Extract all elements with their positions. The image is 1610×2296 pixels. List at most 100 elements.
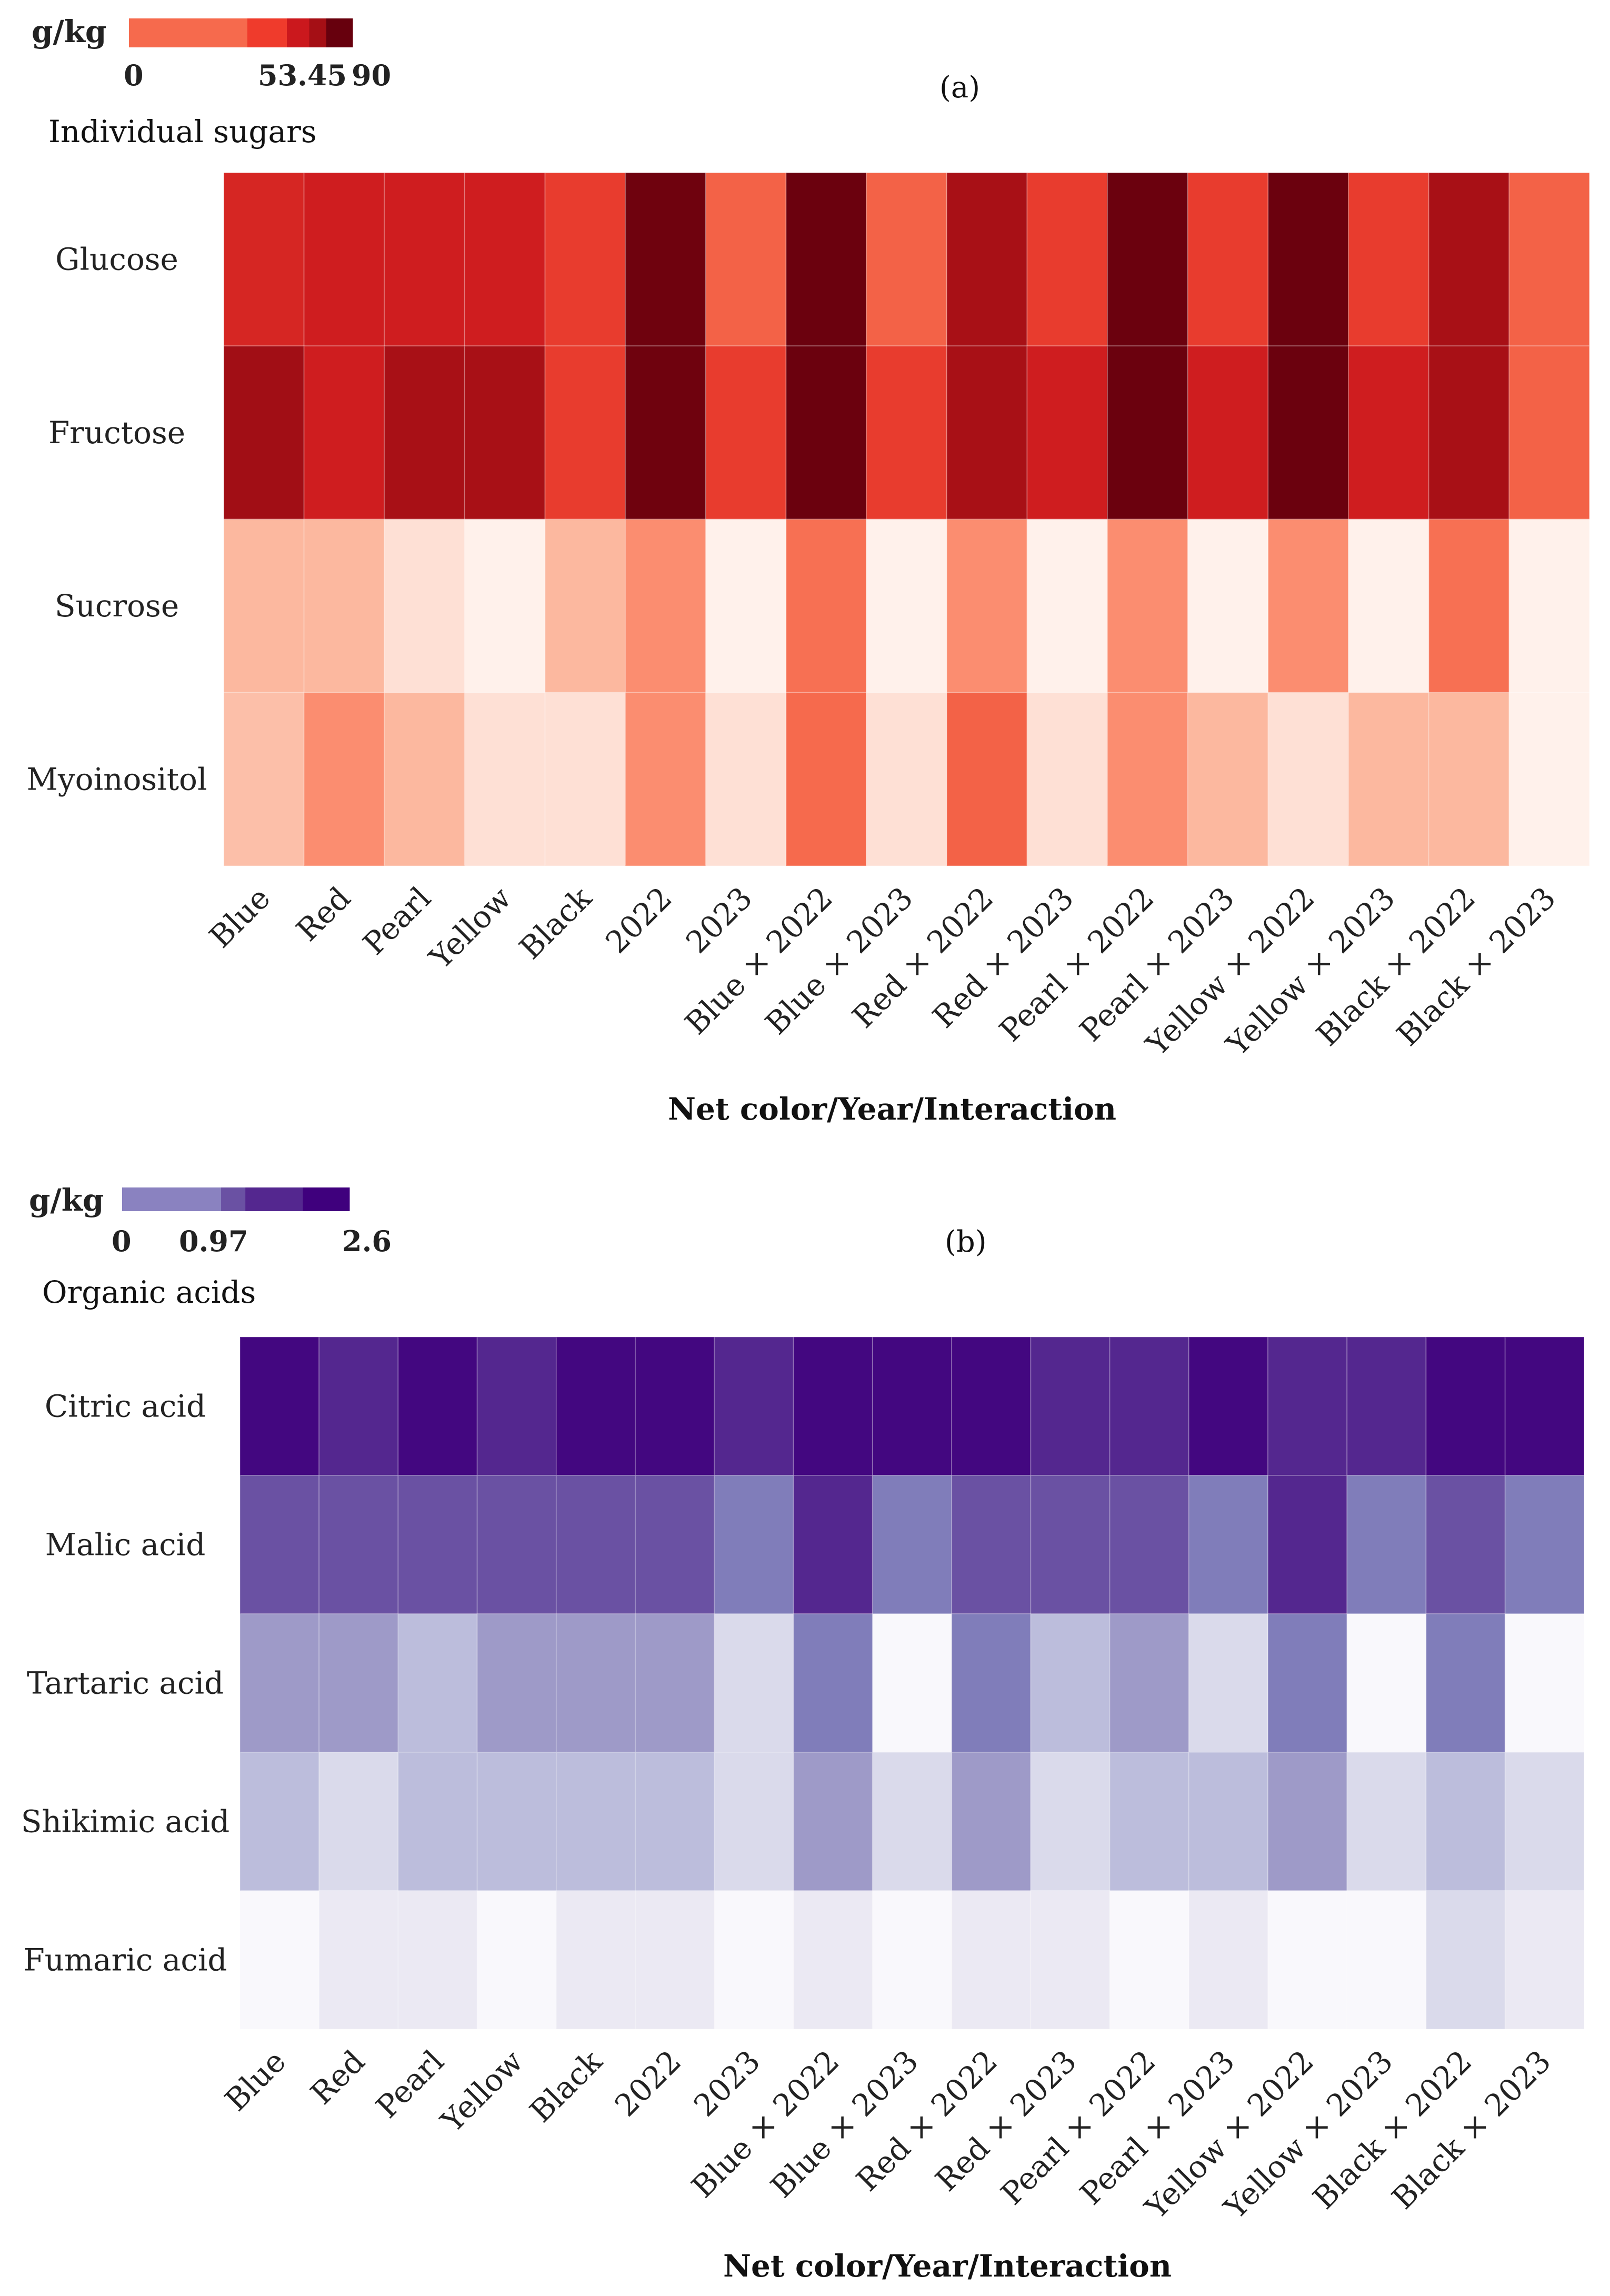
panel-a-cell-fructose-black-x-2022 xyxy=(1428,345,1510,520)
panel-b-cell-fumaric-acid-blue-x-2022 xyxy=(793,1890,873,2030)
panel-b-cell-malic-acid-yellow xyxy=(476,1475,557,1614)
panel-a-colorbar-tick: 90 xyxy=(352,58,391,92)
panel-a-cell-fructose-pearl xyxy=(384,345,465,520)
panel-b-cell-citric-acid-pearl-x-2022 xyxy=(1109,1336,1189,1476)
panel-b-colorbar-segment xyxy=(122,1187,222,1211)
panel-b-colorbar-segment xyxy=(221,1187,246,1211)
panel-b-cell-malic-acid-pearl xyxy=(397,1475,478,1614)
panel-a-cell-myoinositol-yellow-x-2022 xyxy=(1267,692,1349,866)
panel-b-colorbar-segment xyxy=(245,1187,303,1211)
panel-b-cell-malic-acid-pearl-x-2023 xyxy=(1188,1475,1269,1614)
panel-a-row-label: Myoinositol xyxy=(27,761,207,797)
panel-a-cell-sucrose-pearl-x-2023 xyxy=(1187,518,1269,693)
panel-b-cell-tartaric-acid-pearl-x-2022 xyxy=(1109,1613,1189,1753)
panel-a-cell-fructose-black xyxy=(544,345,626,520)
panel-b-row-label: Shikimic acid xyxy=(21,1804,230,1840)
panel-b-cell-tartaric-acid-blue xyxy=(239,1613,320,1753)
panel-b-cell-fumaric-acid-black-x-2022 xyxy=(1425,1890,1506,2030)
panel-a-cell-sucrose-red-x-2023 xyxy=(1026,518,1108,693)
panel-b-cell-citric-acid-2022 xyxy=(635,1336,715,1476)
panel-b-cell-shikimic-acid-2023 xyxy=(714,1752,794,1891)
panel-a-cell-fructose-pearl-x-2022 xyxy=(1107,345,1188,520)
panel-a-cell-myoinositol-red xyxy=(303,692,385,866)
panel-b-cell-citric-acid-blue-x-2023 xyxy=(872,1336,953,1476)
panel-b-cell-tartaric-acid-2023 xyxy=(714,1613,794,1753)
panel-b-cell-tartaric-acid-2022 xyxy=(635,1613,715,1753)
panel-a-cell-glucose-red xyxy=(303,172,385,347)
panel-b-colorbar-tick: 2.6 xyxy=(342,1224,392,1258)
panel-b-cell-tartaric-acid-red-x-2022 xyxy=(951,1613,1032,1753)
panel-a-legend-unit: g/kg xyxy=(32,14,106,49)
panel-b-cell-malic-acid-blue-x-2023 xyxy=(872,1475,953,1614)
panel-b-cell-tartaric-acid-red xyxy=(318,1613,399,1753)
panel-b-cell-tartaric-acid-blue-x-2023 xyxy=(872,1613,953,1753)
panel-b-cell-citric-acid-yellow xyxy=(476,1336,557,1476)
panel-b-colorbar-tick: 0.97 xyxy=(179,1224,248,1258)
panel-b-cell-malic-acid-red-x-2022 xyxy=(951,1475,1032,1614)
panel-b-cell-fumaric-acid-pearl-x-2023 xyxy=(1188,1890,1269,2030)
panel-b-cell-fumaric-acid-red xyxy=(318,1890,399,2030)
panel-a-row-label: Sucrose xyxy=(55,588,179,624)
panel-a-cell-glucose-black-x-2023 xyxy=(1508,172,1591,347)
panel-a-cell-myoinositol-black xyxy=(544,692,626,866)
panel-b-cell-fumaric-acid-blue xyxy=(239,1890,320,2030)
panel-b-cell-malic-acid-pearl-x-2022 xyxy=(1109,1475,1189,1614)
panel-b-cell-shikimic-acid-black xyxy=(555,1752,636,1891)
panel-a-cell-sucrose-black xyxy=(544,518,626,693)
panel-b-cell-fumaric-acid-2023 xyxy=(714,1890,794,2030)
panel-b-cell-fumaric-acid-yellow-x-2023 xyxy=(1346,1890,1427,2030)
panel-a-cell-sucrose-blue xyxy=(223,518,305,693)
panel-b-cell-shikimic-acid-black-x-2022 xyxy=(1425,1752,1506,1891)
panel-b-cell-citric-acid-red xyxy=(318,1336,399,1476)
panel-a-cell-fructose-yellow-x-2023 xyxy=(1348,345,1429,520)
panel-a-colorbar-segment xyxy=(287,18,309,47)
panel-a-colorbar-segment xyxy=(247,18,287,47)
panel-b-cell-malic-acid-red-x-2023 xyxy=(1030,1475,1111,1614)
panel-a-cell-sucrose-blue-x-2022 xyxy=(785,518,867,693)
panel-b-row-label: Tartaric acid xyxy=(27,1665,224,1701)
panel-b-cell-fumaric-acid-black xyxy=(555,1890,636,2030)
panel-b-cell-shikimic-acid-red-x-2022 xyxy=(951,1752,1032,1891)
panel-b-cell-tartaric-acid-black-x-2022 xyxy=(1425,1613,1506,1753)
panel-a-cell-glucose-2022 xyxy=(625,172,706,347)
panel-a-colorbar-tick: 53.45 xyxy=(258,58,347,92)
panel-b-colorbar-segment xyxy=(303,1187,350,1211)
panel-b-cell-malic-acid-2023 xyxy=(714,1475,794,1614)
panel-b-cell-shikimic-acid-yellow-x-2022 xyxy=(1267,1752,1348,1891)
panel-a-cell-sucrose-pearl-x-2022 xyxy=(1107,518,1188,693)
panel-b-cell-malic-acid-red xyxy=(318,1475,399,1614)
panel-a-cell-glucose-yellow xyxy=(464,172,546,347)
panel-a-colorbar-segment xyxy=(129,18,248,47)
panel-b-cell-citric-acid-blue xyxy=(239,1336,320,1476)
panel-b-cell-citric-acid-yellow-x-2023 xyxy=(1346,1336,1427,1476)
panel-b-cell-citric-acid-black xyxy=(555,1336,636,1476)
panel-b-cell-shikimic-acid-red xyxy=(318,1752,399,1891)
panel-a-colorbar-tick: 0 xyxy=(124,58,144,92)
panel-a-cell-glucose-pearl-x-2023 xyxy=(1187,172,1269,347)
panel-a-cell-myoinositol-yellow-x-2023 xyxy=(1348,692,1429,866)
panel-a-cell-myoinositol-black-x-2022 xyxy=(1428,692,1510,866)
panel-b-cell-citric-acid-red-x-2022 xyxy=(951,1336,1032,1476)
panel-a-cell-glucose-blue xyxy=(223,172,305,347)
panel-a-cell-glucose-red-x-2022 xyxy=(946,172,1028,347)
panel-b-title: Organic acids xyxy=(42,1274,256,1310)
panel-a-colorbar-segment xyxy=(326,18,353,47)
panel-a-cell-myoinositol-blue xyxy=(223,692,305,866)
panel-a-cell-fructose-blue xyxy=(223,345,305,520)
panel-a-cell-fructose-red-x-2023 xyxy=(1026,345,1108,520)
panel-b-cell-shikimic-acid-red-x-2023 xyxy=(1030,1752,1111,1891)
panel-a-label: (a) xyxy=(939,71,980,105)
panel-b-legend-unit: g/kg xyxy=(29,1182,104,1218)
panel-a-cell-myoinositol-pearl-x-2022 xyxy=(1107,692,1188,866)
panel-a-cell-sucrose-yellow xyxy=(464,518,546,693)
panel-b-x-axis-title: Net color/Year/Interaction xyxy=(723,2248,1172,2284)
panel-b-cell-tartaric-acid-black-x-2023 xyxy=(1504,1613,1585,1753)
panel-a-cell-myoinositol-blue-x-2022 xyxy=(785,692,867,866)
panel-a-cell-glucose-black-x-2022 xyxy=(1428,172,1510,347)
panel-a-cell-sucrose-black-x-2022 xyxy=(1428,518,1510,693)
panel-b-cell-malic-acid-blue xyxy=(239,1475,320,1614)
panel-a-cell-fructose-pearl-x-2023 xyxy=(1187,345,1269,520)
panel-b-cell-fumaric-acid-yellow xyxy=(476,1890,557,2030)
panel-b-colorbar-tick: 0 xyxy=(112,1224,132,1258)
panel-b-cell-fumaric-acid-pearl xyxy=(397,1890,478,2030)
